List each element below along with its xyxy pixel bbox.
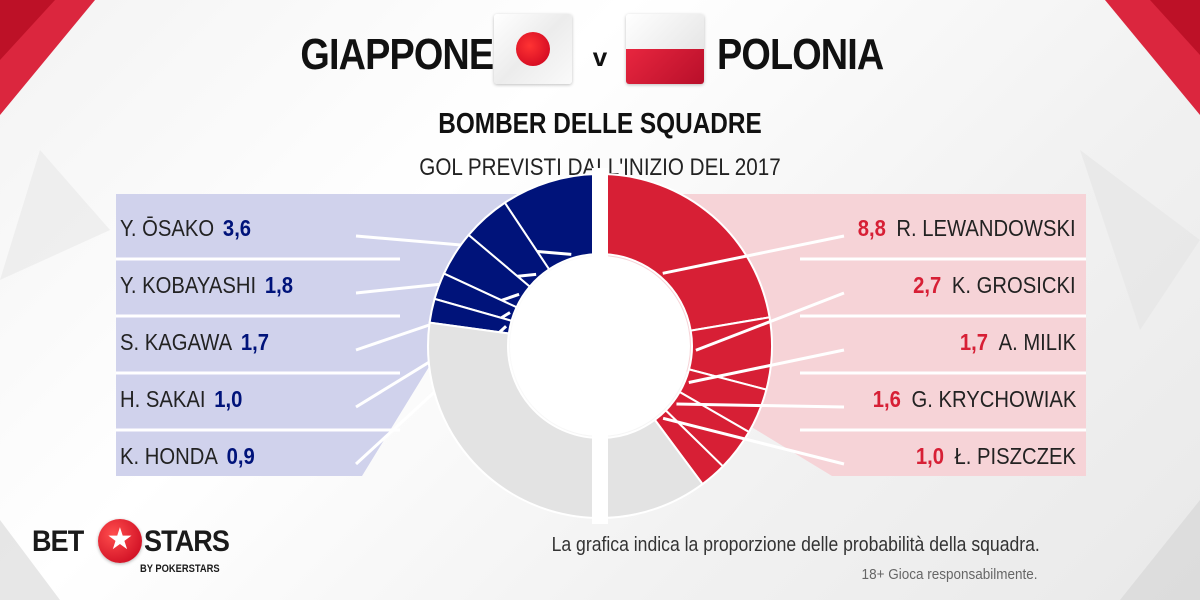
team-b-player-row: 1,7 A. MILIK [960, 324, 1076, 360]
japan-flag-icon [494, 14, 572, 84]
leader-line [662, 416, 845, 466]
team-a-player-row: H. SAKAI 1,0 [120, 381, 242, 417]
player-name: Ł. PISZCZEK [954, 443, 1076, 469]
player-name: H. SAKAI [120, 386, 206, 412]
logo-tagline: BY POKERSTARS [140, 563, 220, 575]
player-name: K. HONDA [120, 443, 218, 469]
disclaimer: 18+ Gioca responsabilmente. [862, 566, 1038, 583]
logo-text-bet: BET [32, 525, 84, 558]
player-goals: 1,0 [915, 443, 944, 469]
player-name: K. GROSICKI [952, 272, 1076, 298]
leader-line [676, 402, 845, 409]
player-goals: 8,8 [858, 215, 887, 241]
player-goals: 1,6 [872, 386, 901, 412]
team-b-slice [600, 173, 771, 332]
team-a-player-row: Y. ŌSAKO 3,6 [120, 210, 251, 246]
leader-line [688, 348, 845, 384]
player-name: G. KRYCHOWIAK [911, 386, 1076, 412]
player-goals: 1,0 [214, 386, 243, 412]
chart-title: BOMBER DELLE SQUADRE [438, 108, 762, 140]
player-goals: 3,6 [222, 215, 252, 241]
player-goals: 1,7 [959, 329, 988, 355]
team-b-player-row: 1,6 G. KRYCHOWIAK [872, 381, 1076, 417]
betstars-logo: BET ★ STARS BY POKERSTARS [32, 519, 232, 585]
center-gap [592, 168, 608, 524]
team-b-name: POLONIA [717, 30, 884, 79]
team-a-player-row: K. HONDA 0,9 [120, 438, 255, 474]
team-b-player-row: 1,0 Ł. PISZCZEK [916, 438, 1076, 474]
leader-line [662, 234, 845, 275]
player-name: Y. KOBAYASHI [120, 272, 257, 298]
star-icon: ★ [98, 519, 142, 563]
chart-note: La grafica indica la proporzione delle p… [551, 534, 1040, 556]
versus-label: v [592, 42, 608, 72]
leader-line [695, 291, 845, 352]
player-name: R. LEWANDOWSKI [896, 215, 1076, 241]
player-goals: 2,7 [913, 272, 942, 298]
player-goals: 1,8 [264, 272, 294, 298]
player-name: Y. ŌSAKO [120, 215, 215, 241]
team-a-remainder [427, 321, 600, 519]
team-b-player-row: 2,7 K. GROSICKI [914, 267, 1076, 303]
logo-text-stars: STARS [144, 525, 230, 558]
team-a-player-row: Y. KOBAYASHI 1,8 [120, 267, 293, 303]
team-b-player-row: 8,8 R. LEWANDOWSKI [858, 210, 1076, 246]
player-goals: 0,9 [226, 443, 255, 469]
poland-flag-icon [626, 14, 704, 84]
player-goals: 1,7 [240, 329, 270, 355]
team-a-player-row: S. KAGAWA 1,7 [120, 324, 269, 360]
team-a-name: GIAPPONE [300, 30, 494, 79]
player-name: S. KAGAWA [120, 329, 233, 355]
player-name: A. MILIK [998, 329, 1076, 355]
